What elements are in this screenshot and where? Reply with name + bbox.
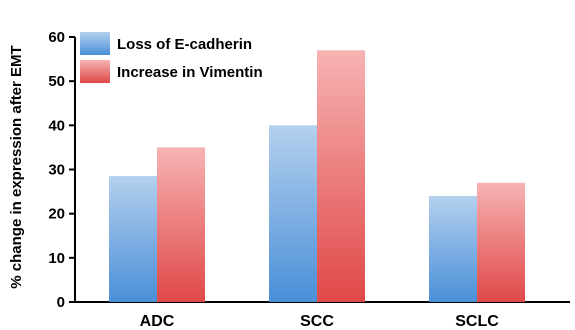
y-tick-label: 60 xyxy=(48,29,65,46)
y-axis-ticks: 0 10 20 30 40 50 60 xyxy=(48,29,75,311)
y-tick-label: 0 xyxy=(57,294,65,311)
y-tick-label: 30 xyxy=(48,162,65,179)
bar-adc-vimentin xyxy=(157,147,205,302)
y-tick-label: 50 xyxy=(48,73,65,90)
bar-sclc-e-cadherin xyxy=(429,196,477,302)
bars xyxy=(109,50,525,302)
bar-sclc-vimentin xyxy=(477,182,525,302)
legend-label-e-cadherin: Loss of E-cadherin xyxy=(117,36,252,53)
y-tick-label: 10 xyxy=(48,250,65,267)
y-tick-label: 20 xyxy=(48,206,65,223)
bar-adc-e-cadherin xyxy=(109,176,157,302)
legend: Loss of E-cadherin Increase in Vimentin xyxy=(80,32,263,83)
x-tick-label-adc: ADC xyxy=(140,313,175,330)
legend-swatch-e-cadherin xyxy=(80,32,110,55)
x-tick-label-sclc: SCLC xyxy=(455,313,499,330)
bar-scc-e-cadherin xyxy=(269,125,317,302)
bar-scc-vimentin xyxy=(317,50,365,302)
y-tick-label: 40 xyxy=(48,117,65,134)
legend-label-vimentin: Increase in Vimentin xyxy=(117,64,263,81)
y-axis-title: % change in expression after EMT xyxy=(8,45,25,288)
x-axis-labels: ADC SCC SCLC xyxy=(140,313,500,330)
x-tick-label-scc: SCC xyxy=(300,313,334,330)
legend-swatch-vimentin xyxy=(80,60,110,83)
